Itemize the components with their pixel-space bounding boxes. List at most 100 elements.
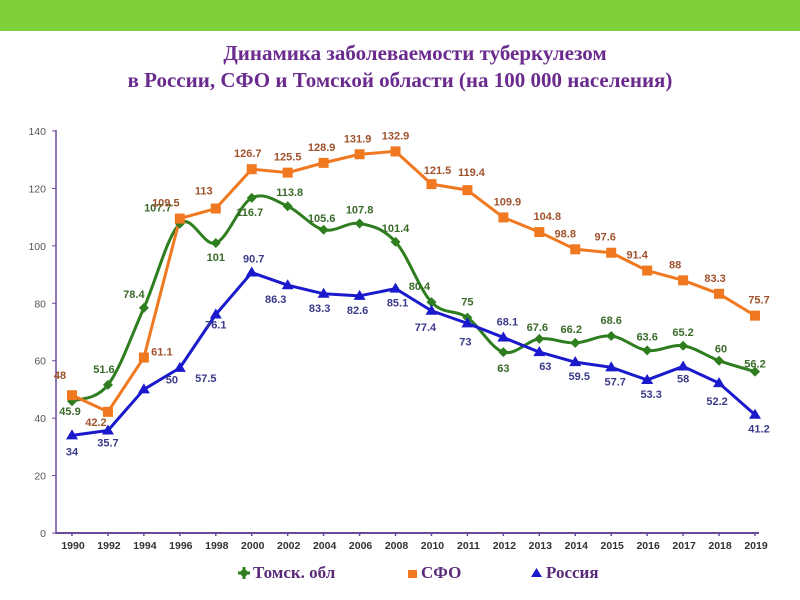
data-point-sfo bbox=[67, 390, 77, 401]
data-label-tomsk: 65.2 bbox=[672, 327, 693, 339]
diamond-marker-icon bbox=[238, 567, 250, 579]
data-label-russia: 90.7 bbox=[243, 254, 264, 266]
data-label-russia: 68.1 bbox=[497, 316, 518, 328]
data-label-sfo: 61.1 bbox=[151, 347, 172, 359]
x-tick-label: 2008 bbox=[385, 540, 409, 552]
data-label-russia: 83.3 bbox=[309, 303, 330, 315]
data-point-russia bbox=[461, 317, 474, 328]
data-label-russia: 85.1 bbox=[387, 298, 408, 310]
data-point-sfo bbox=[570, 244, 581, 255]
data-point-russia bbox=[497, 331, 510, 342]
data-label-tomsk: 67.6 bbox=[527, 322, 548, 334]
data-point-russia bbox=[677, 360, 690, 371]
data-point-sfo bbox=[282, 167, 293, 178]
data-label-sfo: 132.9 bbox=[382, 130, 410, 142]
data-point-sfo bbox=[606, 247, 617, 258]
x-tick-label: 1994 bbox=[133, 540, 157, 552]
data-point-russia bbox=[605, 361, 618, 372]
y-tick-label: 20 bbox=[34, 471, 46, 483]
series-markers bbox=[66, 146, 761, 440]
data-label-russia: 41.2 bbox=[748, 424, 769, 436]
legend-item-sfo: СФО bbox=[407, 563, 461, 583]
data-point-sfo bbox=[462, 185, 473, 196]
data-label-tomsk: 101.4 bbox=[382, 223, 410, 235]
data-label-russia: 59.5 bbox=[569, 371, 590, 383]
data-point-tomsk bbox=[678, 340, 689, 351]
data-point-tomsk bbox=[534, 333, 545, 344]
x-tick-label: 2017 bbox=[672, 540, 696, 552]
data-label-sfo: 128.9 bbox=[308, 142, 336, 154]
legend-item-russia: Россия bbox=[530, 563, 599, 583]
data-point-russia bbox=[101, 424, 114, 435]
data-label-sfo: 131.9 bbox=[344, 133, 372, 145]
data-point-russia bbox=[353, 289, 366, 300]
data-point-tomsk bbox=[138, 302, 149, 313]
data-point-tomsk bbox=[210, 237, 221, 248]
data-label-russia: 63 bbox=[539, 361, 551, 373]
data-point-russia bbox=[425, 304, 438, 315]
data-label-tomsk: 116.7 bbox=[236, 207, 263, 219]
x-tick-label: 2006 bbox=[349, 540, 373, 552]
data-point-tomsk bbox=[498, 347, 509, 358]
legend: Томск. обл СФО Россия bbox=[0, 563, 800, 587]
data-point-russia bbox=[209, 308, 222, 319]
data-label-tomsk: 78.4 bbox=[123, 289, 145, 301]
data-label-russia: 35.7 bbox=[97, 437, 118, 449]
data-label-sfo: 98.8 bbox=[555, 228, 576, 240]
data-label-sfo: 121.5 bbox=[424, 165, 452, 177]
x-tick-label: 2002 bbox=[277, 540, 301, 552]
data-point-sfo bbox=[102, 406, 113, 417]
data-label-tomsk: 66.2 bbox=[561, 324, 582, 336]
data-label-sfo: 42.2 bbox=[85, 417, 106, 429]
data-point-sfo bbox=[498, 212, 509, 223]
data-point-tomsk bbox=[642, 345, 653, 356]
legend-label-sfo: СФО bbox=[421, 563, 462, 582]
y-tick-label: 120 bbox=[28, 183, 46, 195]
data-label-sfo: 119.4 bbox=[458, 167, 486, 179]
series-line-russia bbox=[71, 271, 756, 437]
data-label-russia: 82.6 bbox=[347, 305, 368, 317]
data-label-tomsk: 68.6 bbox=[600, 315, 621, 327]
data-point-russia bbox=[389, 282, 402, 293]
data-label-russia: 77.4 bbox=[415, 322, 437, 334]
data-point-sfo bbox=[138, 352, 149, 363]
data-point-sfo bbox=[390, 146, 401, 157]
y-tick-label: 40 bbox=[34, 413, 46, 425]
x-tick-label: 1992 bbox=[97, 540, 121, 552]
x-tick-label: 2016 bbox=[636, 540, 660, 552]
x-tick-label: 1996 bbox=[169, 540, 193, 552]
data-label-sfo: 104.8 bbox=[534, 211, 562, 223]
data-point-tomsk bbox=[282, 201, 293, 212]
data-point-russia bbox=[317, 287, 330, 298]
x-tick-label: 2004 bbox=[313, 540, 337, 552]
y-tick-label: 140 bbox=[28, 126, 46, 138]
data-point-russia bbox=[66, 429, 78, 440]
x-tick-label: 2018 bbox=[708, 540, 732, 552]
data-point-sfo bbox=[318, 157, 329, 168]
data-point-russia bbox=[137, 383, 150, 394]
data-label-tomsk: 45.9 bbox=[59, 406, 80, 418]
x-tick-label: 2011 bbox=[457, 540, 480, 552]
data-point-sfo bbox=[678, 275, 689, 286]
data-point-russia bbox=[533, 346, 546, 357]
data-point-sfo bbox=[354, 149, 365, 160]
data-label-sfo: 83.3 bbox=[704, 273, 725, 285]
data-point-sfo bbox=[426, 179, 437, 190]
data-label-sfo: 126.7 bbox=[234, 148, 262, 160]
data-label-sfo: 75.7 bbox=[748, 295, 769, 307]
legend-label-russia: Россия bbox=[546, 563, 599, 582]
data-point-tomsk bbox=[318, 224, 329, 235]
data-label-russia: 52.2 bbox=[706, 396, 727, 408]
data-point-russia bbox=[569, 356, 582, 367]
chart-title: Динамика заболеваемости туберкулезом в Р… bbox=[0, 40, 800, 94]
data-point-tomsk bbox=[102, 379, 113, 390]
x-tick-label: 2000 bbox=[241, 540, 265, 552]
data-label-russia: 58 bbox=[677, 373, 689, 385]
data-point-tomsk bbox=[606, 331, 617, 342]
data-label-tomsk: 63 bbox=[497, 363, 509, 375]
data-label-russia: 34 bbox=[66, 446, 79, 458]
data-label-russia: 73 bbox=[459, 336, 471, 348]
data-label-tomsk: 80.4 bbox=[409, 281, 431, 293]
data-point-tomsk bbox=[390, 236, 401, 247]
data-point-tomsk bbox=[246, 192, 257, 203]
